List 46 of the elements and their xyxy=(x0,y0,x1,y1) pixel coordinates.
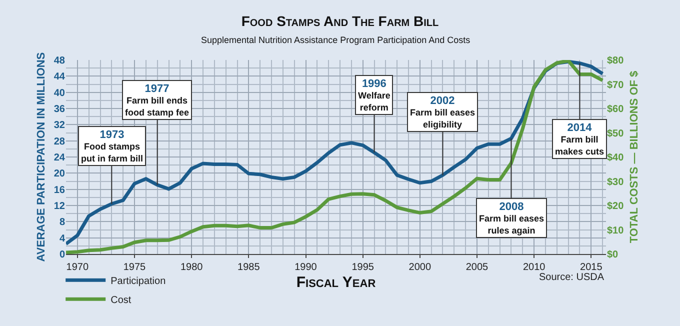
x-tick-label: 1995 xyxy=(352,262,374,273)
y-tick-label: 40 xyxy=(54,88,66,99)
x-tick-label: 1990 xyxy=(294,262,318,273)
y-tick-label: 12 xyxy=(54,201,66,212)
y2-tick-label: $0 xyxy=(607,250,619,260)
x-tick-label: 2015 xyxy=(580,262,603,273)
annotation: 1996 Welfare reform xyxy=(358,78,390,112)
annotation: 2008 Farm bill eases rules again xyxy=(479,201,544,236)
y2-tick-label: $40 xyxy=(607,152,624,164)
y-tick-label: 44 xyxy=(54,72,66,83)
legend-label: Cost xyxy=(110,295,132,306)
x-tick-label: 1975 xyxy=(123,262,146,273)
y-tick-label: 48 xyxy=(54,56,66,66)
y-tick-label: 8 xyxy=(59,217,66,228)
x-tick-label: 2000 xyxy=(408,262,432,273)
y2-tick-label: $50 xyxy=(607,128,624,140)
y-tick-label: 24 xyxy=(54,152,66,164)
y2-axis-title: TOTAL COSTS — BILLIONS OF $ xyxy=(628,70,640,244)
y-tick-label: 20 xyxy=(54,168,66,180)
annotation: 1977 Farm bill ends food stamp fee xyxy=(125,83,190,118)
chart-subtitle: Supplemental Nutrition Assistance Program Participation And Costs xyxy=(201,35,471,45)
source-note: Source: USDA xyxy=(539,272,604,283)
y2-tick-label: $30 xyxy=(607,176,624,188)
y-tick-label: 16 xyxy=(54,184,66,196)
y-tick-label: 32 xyxy=(54,120,66,132)
y-tick-label: 36 xyxy=(54,104,66,115)
x-tick-label: 1970 xyxy=(66,262,89,273)
chart-title: Food Stamps And The Farm Bill xyxy=(241,13,439,30)
y2-tick-label: $10 xyxy=(607,225,624,236)
y-tick-label: 4 xyxy=(59,233,66,244)
y-tick-label: 28 xyxy=(54,136,66,148)
annotation: 2014 Farm bill makes cuts xyxy=(555,122,604,156)
legend-label: Participation xyxy=(110,276,166,288)
y-tick-label: 0 xyxy=(59,250,66,260)
y2-tick-label: $60 xyxy=(607,104,624,115)
x-axis-title: Fiscal Year xyxy=(296,274,376,291)
y2-tick-label: $70 xyxy=(607,80,624,91)
x-tick-label: 2005 xyxy=(466,262,489,273)
y2-tick-label: $80 xyxy=(607,56,624,66)
x-tick-label: 1985 xyxy=(238,262,260,273)
annotation: 2002 Farm bill eases eligibility xyxy=(410,95,476,130)
annotation: 1973 Food stamps put in farm bill xyxy=(81,129,143,164)
y2-tick-label: $20 xyxy=(607,201,624,212)
x-tick-label: 2010 xyxy=(522,262,546,273)
y-axis-title: AVERAGE PARTICIPATION IN MILLIONS xyxy=(36,52,48,262)
x-tick-label: 1980 xyxy=(180,262,204,273)
